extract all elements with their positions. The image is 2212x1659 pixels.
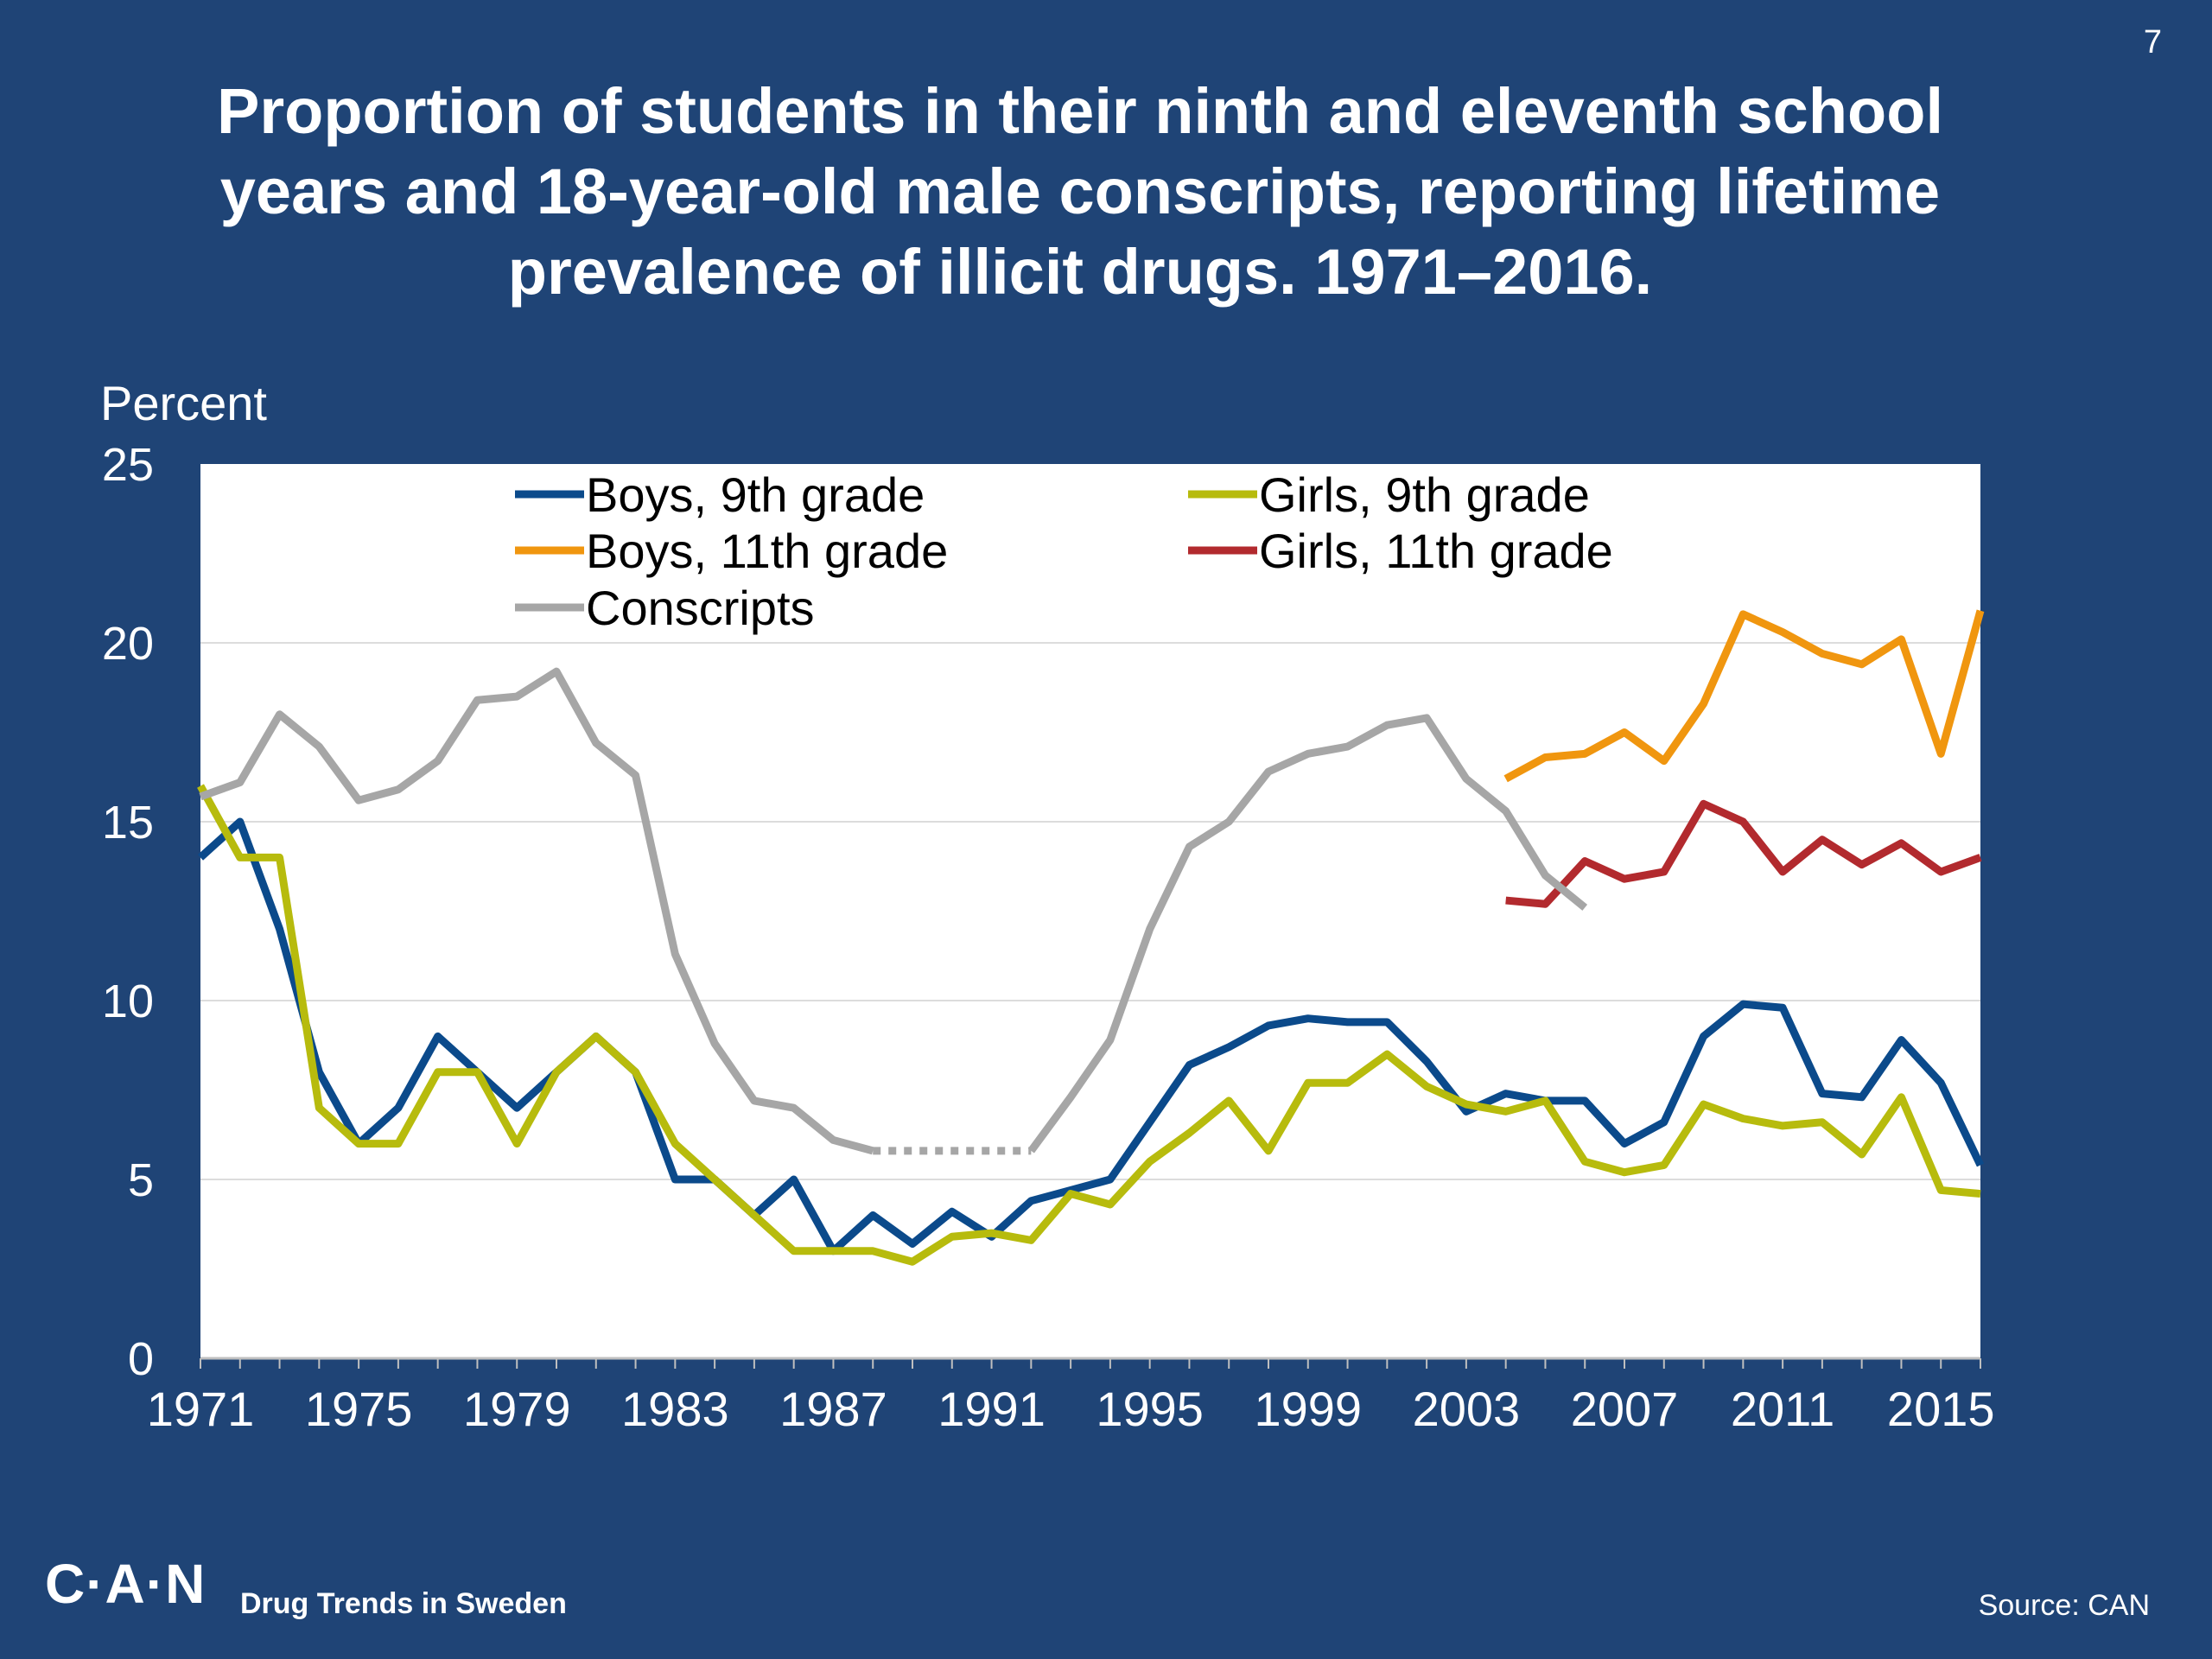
y-tick-label: 25 [102, 439, 154, 491]
footer-tagline: Drug Trends in Sweden [240, 1587, 567, 1620]
x-tick-label: 1979 [463, 1382, 571, 1436]
legend-label-conscripts: Conscripts [586, 581, 815, 635]
legend-label-boys-11th-grade: Boys, 11th grade [586, 524, 948, 578]
x-tick-label: 1987 [779, 1382, 887, 1436]
title-line-3: prevalence of illicit drugs. 1971–2016. [507, 236, 1653, 308]
y-tick-label: 5 [128, 1154, 154, 1206]
x-tick-label: 1999 [1254, 1382, 1362, 1436]
x-tick-label: 2011 [1731, 1382, 1834, 1436]
series-line-conscripts [1027, 714, 1588, 1154]
series-line-girls-11th-grade [1505, 799, 1982, 908]
can-logo: C·A·N [45, 1553, 207, 1615]
x-tick-label: 1975 [305, 1382, 413, 1436]
series-line-boys-9th-grade [197, 817, 1985, 1255]
x-tick-label: 1983 [621, 1382, 729, 1436]
y-tick-label: 20 [102, 618, 154, 670]
series-line-conscripts [199, 667, 874, 1155]
gridlines [200, 642, 1980, 1180]
axes: 0 5 10 15 20 25 1971 1975 1979 1983 1987 1991 1995 19… [102, 439, 1995, 1436]
x-tick-label: 2007 [1571, 1382, 1679, 1436]
series-line-boys-11th-grade [1503, 609, 1985, 783]
source-note: Source: CAN [1978, 1589, 2150, 1622]
x-tick-label: 1991 [938, 1382, 1046, 1436]
legend-label-girls-9th-grade: Girls, 9th grade [1259, 467, 1590, 522]
series-line-girls-9th-grade [197, 784, 1981, 1266]
series-lines [197, 609, 1985, 1266]
legend-label-boys-9th-grade: Boys, 9th grade [586, 467, 925, 522]
slide-number: 7 [2143, 24, 2162, 60]
x-tick-label: 2003 [1413, 1382, 1521, 1436]
y-tick-label: 0 [128, 1333, 154, 1385]
y-tick-label: 15 [102, 797, 154, 849]
legend-label-girls-11th-grade: Girls, 11th grade [1259, 524, 1613, 578]
plot-area [200, 464, 1980, 1358]
x-tick-label: 1971 [147, 1382, 255, 1436]
page-title: Proportion of students in their ninth an… [104, 71, 2056, 312]
y-axis-label: Percent [100, 376, 267, 430]
y-tick-label: 10 [102, 976, 154, 1027]
x-tick-label: 2015 [1887, 1382, 1995, 1436]
legend: Boys, 9th grade Girls, 9th grade Boys, 11t… [515, 467, 1613, 635]
title-line-2: years and 18-year-old male conscripts, r… [219, 156, 1941, 227]
x-tick-label: 1995 [1096, 1382, 1204, 1436]
title-line-1: Proportion of students in their ninth an… [216, 75, 1944, 147]
